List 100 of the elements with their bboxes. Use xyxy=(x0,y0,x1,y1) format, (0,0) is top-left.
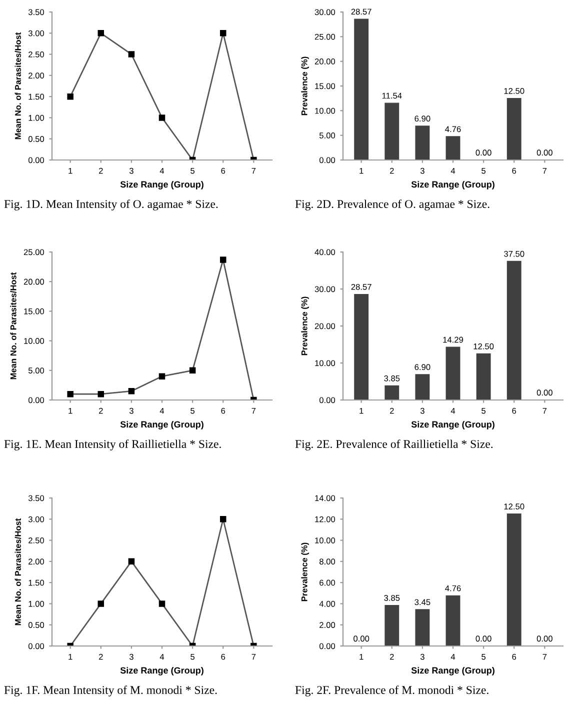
y-tick-label: 4.00 xyxy=(319,600,336,607)
x-axis-title: Size Range (Group) xyxy=(120,666,204,676)
data-label: 28.57 xyxy=(351,284,372,290)
y-tick-label: 20.00 xyxy=(314,323,336,330)
x-tick-label: 5 xyxy=(190,408,195,414)
bar xyxy=(384,385,400,400)
y-tick-label: 25.00 xyxy=(24,249,44,256)
y-tick-label: 12.00 xyxy=(315,516,336,522)
y-axis-title: Mean No. of Parasites/Host xyxy=(14,32,22,140)
data-label: 3.85 xyxy=(384,375,400,382)
x-axis-title: Size Range (Group) xyxy=(120,420,204,430)
bar xyxy=(415,609,430,646)
x-tick-label: 2 xyxy=(390,168,394,174)
bar xyxy=(446,136,460,160)
y-tick-label: 3.00 xyxy=(28,30,44,36)
data-label: 0.00 xyxy=(536,150,552,156)
caption: Fig. 1D. Mean Intensity of O. agamae * Size. xyxy=(4,200,218,210)
y-tick-label: 2.00 xyxy=(28,72,44,79)
caption: Fig. 2F. Prevalence of M. monodi * Size. xyxy=(295,686,488,696)
y-tick-label: 10.00 xyxy=(315,537,336,544)
x-tick-label: 3 xyxy=(129,654,134,660)
x-tick-label: 1 xyxy=(68,408,72,414)
x-tick-label: 3 xyxy=(420,168,424,174)
x-tick-label: 7 xyxy=(542,168,547,174)
bar xyxy=(476,353,491,400)
y-tick-label: 10.00 xyxy=(24,338,44,344)
x-tick-label: 2 xyxy=(390,408,394,414)
y-tick-label: 10.00 xyxy=(315,360,336,366)
bar xyxy=(415,126,430,160)
y-tick-label: 14.00 xyxy=(315,495,336,502)
y-tick-label: 3.50 xyxy=(28,9,44,16)
x-tick-label: 4 xyxy=(160,654,164,660)
y-tick-label: 3.00 xyxy=(28,516,44,522)
x-axis-title: Size Range (Group) xyxy=(411,180,494,190)
data-label: 12.50 xyxy=(504,88,524,94)
data-label: 0.00 xyxy=(476,636,492,642)
x-tick-label: 3 xyxy=(420,654,424,660)
data-label: 0.00 xyxy=(476,150,492,156)
y-tick-label: 20.00 xyxy=(314,58,336,64)
bar xyxy=(506,98,522,160)
data-label: 28.57 xyxy=(351,8,372,15)
y-tick-label: 20.00 xyxy=(24,278,44,285)
data-label: 6.90 xyxy=(414,364,430,370)
x-tick-label: 4 xyxy=(160,168,164,174)
x-tick-label: 3 xyxy=(129,168,134,174)
x-axis-title: Size Range (Group) xyxy=(120,180,204,190)
y-axis-title: Prevalence (%) xyxy=(301,296,309,356)
data-label: 0.00 xyxy=(536,636,552,642)
data-label: 37.50 xyxy=(504,250,524,257)
y-axis-title: Mean No. of Parasites/Host xyxy=(14,518,22,626)
y-tick-label: 1.00 xyxy=(28,114,44,121)
x-tick-label: 7 xyxy=(252,408,256,414)
x-tick-label: 6 xyxy=(512,654,516,660)
bar xyxy=(354,294,369,400)
data-label: 12.50 xyxy=(504,504,524,510)
x-tick-label: 7 xyxy=(252,168,256,174)
bar xyxy=(446,346,460,400)
y-tick-label: 1.00 xyxy=(28,600,44,607)
caption: Fig. 2E. Prevalence of Raillietiella * Size. xyxy=(295,440,493,450)
x-tick-label: 4 xyxy=(160,408,164,414)
y-tick-label: 8.00 xyxy=(320,558,336,565)
bar xyxy=(506,514,522,646)
y-tick-label: 5.00 xyxy=(319,132,336,138)
x-tick-label: 4 xyxy=(450,408,456,414)
x-tick-label: 7 xyxy=(542,654,547,660)
y-tick-label: 0.50 xyxy=(28,622,44,628)
y-tick-label: 30.00 xyxy=(314,9,336,16)
y-axis-title: Mean No. of Parasites/Host xyxy=(10,272,16,380)
x-tick-label: 6 xyxy=(221,408,226,414)
x-tick-label: 1 xyxy=(68,168,72,174)
y-axis-title: Prevalence (%) xyxy=(301,542,309,602)
y-tick-label: 15.00 xyxy=(315,83,336,90)
x-tick-label: 2 xyxy=(390,654,394,660)
y-tick-label: 3.50 xyxy=(28,495,44,502)
x-tick-label: 4 xyxy=(450,168,456,174)
y-tick-label: 0.00 xyxy=(28,397,44,404)
y-tick-label: 5.00 xyxy=(28,368,44,374)
x-tick-label: 6 xyxy=(512,168,516,174)
y-tick-label: 6.00 xyxy=(320,580,336,586)
data-label: 11.54 xyxy=(382,92,402,99)
y-tick-label: 2.50 xyxy=(28,51,44,58)
bar xyxy=(415,374,430,400)
x-tick-label: 2 xyxy=(98,654,103,660)
data-label: 3.45 xyxy=(414,599,430,606)
data-label: 3.85 xyxy=(384,594,400,601)
bar xyxy=(506,260,522,400)
x-tick-label: 5 xyxy=(190,654,195,660)
y-tick-label: 40.00 xyxy=(314,249,336,256)
x-tick-label: 4 xyxy=(450,654,456,660)
x-tick-label: 7 xyxy=(252,654,256,660)
caption: Fig. 1E. Mean Intensity of Raillietiella * Size. xyxy=(4,440,221,450)
caption: Fig. 1F. Mean Intensity of M. monodi * Size. xyxy=(4,686,217,696)
y-axis-title: Prevalence (%) xyxy=(301,56,309,116)
y-tick-label: 1.50 xyxy=(28,580,44,586)
data-label: 12.50 xyxy=(474,343,494,350)
data-label: 4.76 xyxy=(445,585,461,592)
y-tick-label: 0.00 xyxy=(319,157,336,164)
bar xyxy=(384,604,400,646)
y-tick-label: 15.00 xyxy=(24,308,44,314)
y-tick-label: 10.00 xyxy=(315,108,336,114)
